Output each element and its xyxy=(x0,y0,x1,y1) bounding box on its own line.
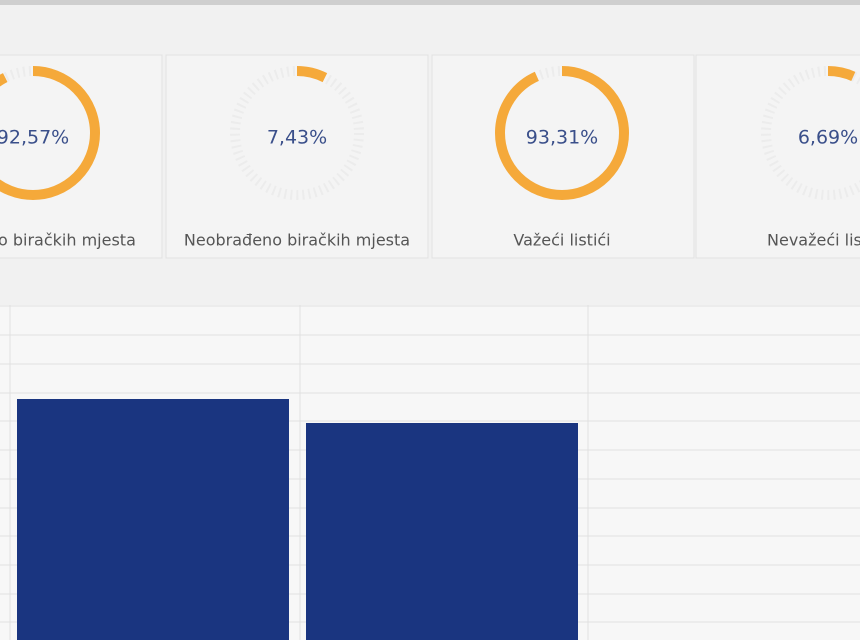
stat-card: 6,69% Nevažeći lis xyxy=(695,54,860,259)
gauge-arc xyxy=(761,66,860,200)
card-background xyxy=(695,54,860,259)
card-label: Nevažeći lis xyxy=(767,231,860,250)
card-background xyxy=(165,54,429,259)
card-background xyxy=(431,54,695,259)
gauge-track xyxy=(230,66,364,200)
stat-card: 7,43% Neobrađeno biračkih mjesta xyxy=(165,54,429,259)
bar xyxy=(17,399,289,640)
stat-card: 92,57% o biračkih mjesta xyxy=(0,54,163,259)
card-background xyxy=(0,54,163,259)
gauge-arc xyxy=(0,66,100,200)
gauge-value: 93,31% xyxy=(526,127,598,149)
gauge-value: 7,43% xyxy=(267,127,327,149)
card-label: o biračkih mjesta xyxy=(0,231,136,250)
card-label: Neobrađeno biračkih mjesta xyxy=(184,231,410,250)
gauge-value: 92,57% xyxy=(0,127,69,149)
gauge-arc xyxy=(230,66,364,200)
bar-chart xyxy=(0,305,860,640)
top-bar xyxy=(0,0,860,5)
bar xyxy=(306,423,578,640)
gauge-arc xyxy=(495,66,629,200)
stat-card: 93,31% Važeći listići xyxy=(431,54,695,259)
card-label: Važeći listići xyxy=(513,231,610,250)
cards: 92,57% o biračkih mjesta 7,43% Neobrađeno b… xyxy=(0,54,860,259)
gauge-track xyxy=(761,66,860,200)
gauge-value: 6,69% xyxy=(798,127,858,149)
